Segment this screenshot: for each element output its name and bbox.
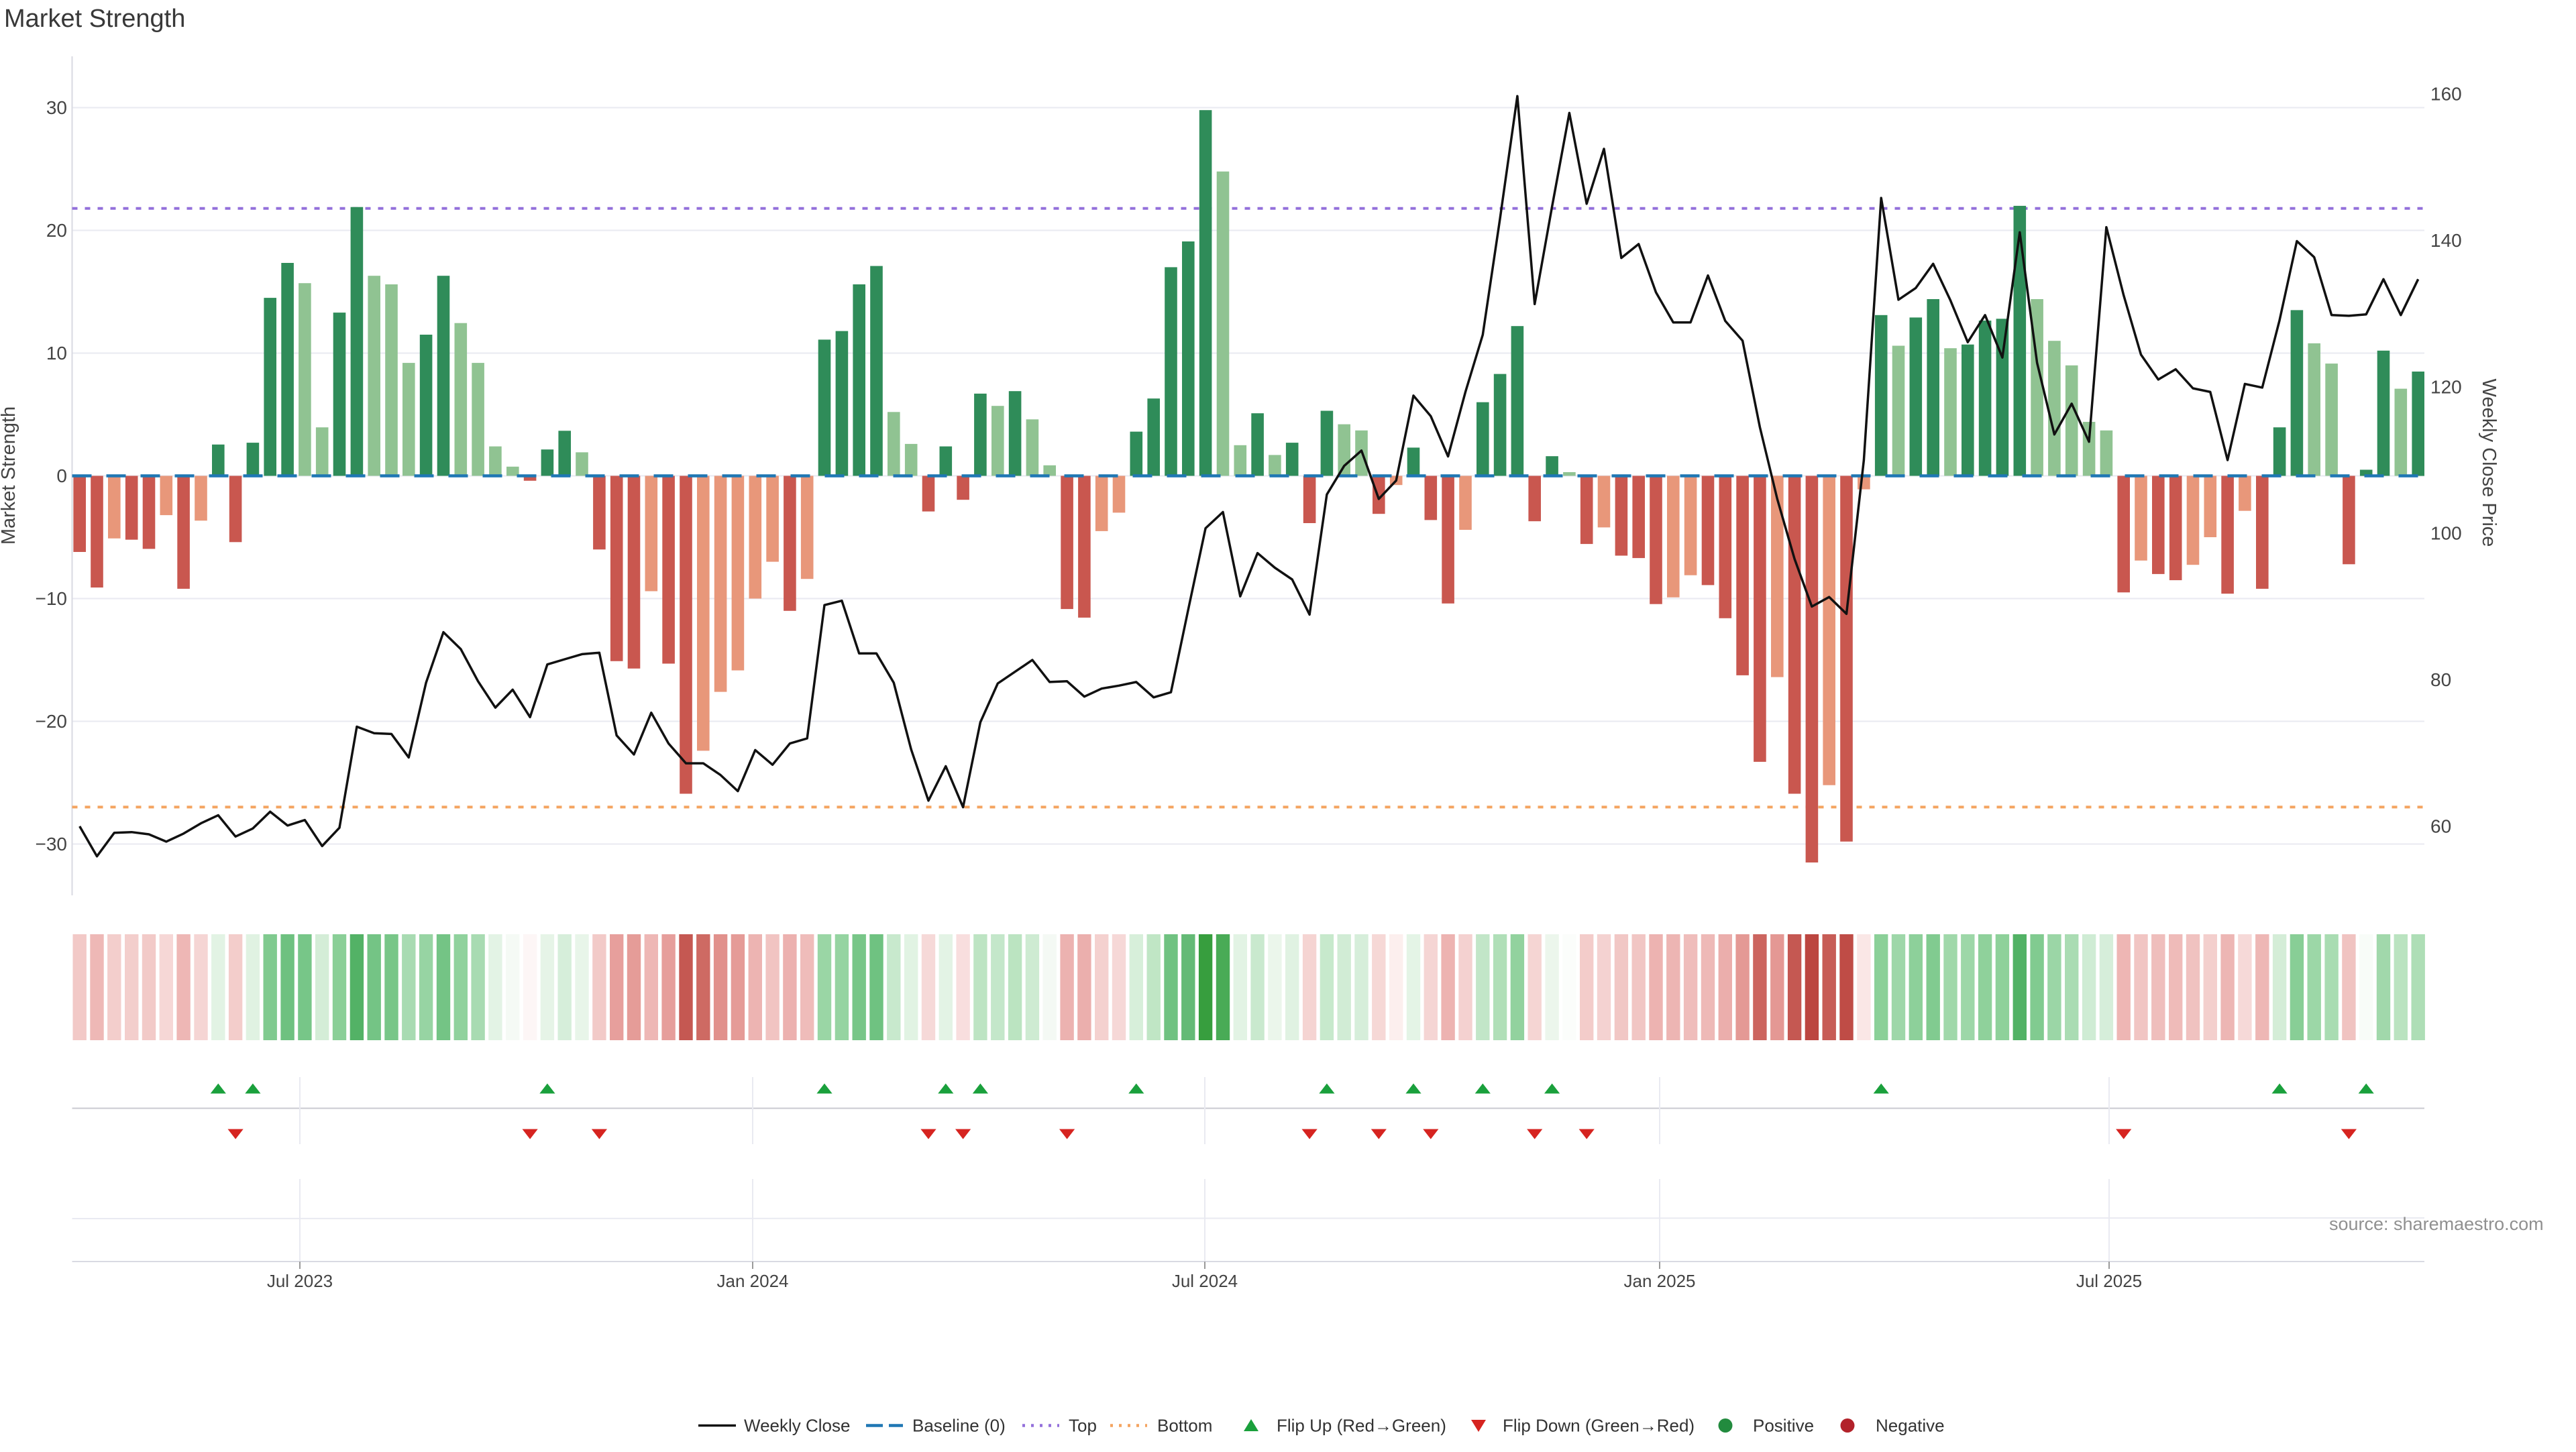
svg-text:Jul 2025: Jul 2025 [2076,1271,2142,1291]
svg-text:20: 20 [46,220,67,241]
svg-text:−10: −10 [36,588,68,609]
svg-text:−30: −30 [36,834,68,854]
svg-text:Jul 2023: Jul 2023 [267,1271,333,1291]
svg-text:120: 120 [2430,376,2462,397]
svg-text:30: 30 [46,97,67,118]
svg-text:Jul 2024: Jul 2024 [1172,1271,1238,1291]
svg-text:Weekly Close: Weekly Close [744,1416,850,1436]
svg-text:−20: −20 [36,711,68,732]
svg-text:140: 140 [2430,230,2462,251]
svg-text:10: 10 [46,343,67,364]
svg-text:Weekly Close Price: Weekly Close Price [2478,379,2500,547]
svg-text:Market Strength: Market Strength [4,5,185,33]
svg-text:Top: Top [1069,1416,1097,1436]
svg-text:Bottom: Bottom [1157,1416,1212,1436]
svg-text:60: 60 [2430,816,2451,837]
svg-text:Positive: Positive [1753,1416,1814,1436]
svg-text:100: 100 [2430,523,2462,544]
svg-text:0: 0 [56,465,67,486]
svg-text:Flip Down (Green→Red): Flip Down (Green→Red) [1503,1416,1695,1436]
svg-text:Market Strength: Market Strength [0,406,19,545]
svg-text:Jan 2024: Jan 2024 [717,1271,789,1291]
svg-text:Jan 2025: Jan 2025 [1624,1271,1696,1291]
svg-text:160: 160 [2430,84,2462,105]
svg-text:Negative: Negative [1876,1416,1945,1436]
svg-text:Flip Up (Red→Green): Flip Up (Red→Green) [1277,1416,1446,1436]
svg-text:source: sharemaestro.com: source: sharemaestro.com [2329,1214,2544,1234]
svg-text:Baseline (0): Baseline (0) [912,1416,1006,1436]
svg-text:80: 80 [2430,669,2451,690]
